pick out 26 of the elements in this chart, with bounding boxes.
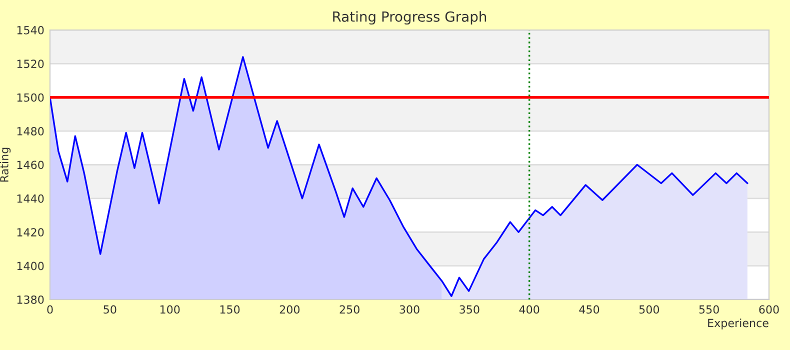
x-tick-label: 100 bbox=[160, 305, 180, 314]
x-tick-label: 0 bbox=[47, 305, 53, 314]
chart-title: Rating Progress Graph bbox=[333, 11, 486, 25]
x-tick-label: 500 bbox=[639, 305, 660, 314]
x-tick-label: 300 bbox=[400, 305, 420, 314]
x-tick-label: 600 bbox=[759, 305, 779, 314]
x-tick-label: 350 bbox=[460, 305, 480, 314]
x-tick-label: 550 bbox=[699, 305, 719, 314]
x-tick-label: 400 bbox=[519, 305, 540, 314]
y-axis-title: Rating bbox=[0, 148, 11, 182]
y-tick-label: 1540 bbox=[17, 26, 44, 34]
y-tick-label: 1460 bbox=[17, 160, 44, 170]
y-tick-label: 1380 bbox=[17, 295, 44, 304]
x-tick-label: 250 bbox=[340, 305, 360, 314]
line-series bbox=[50, 56, 748, 297]
x-tick-label: 50 bbox=[104, 305, 116, 314]
y-tick-label: 1440 bbox=[17, 194, 44, 203]
x-tick-label: 450 bbox=[579, 305, 600, 314]
y-tick-label: 1520 bbox=[17, 60, 44, 68]
y-tick-label: 1500 bbox=[17, 93, 44, 102]
x-tick-label: 200 bbox=[280, 305, 300, 314]
x-axis-title: Experience bbox=[708, 318, 768, 330]
y-tick-label: 1480 bbox=[17, 127, 44, 136]
y-tick-label: 1420 bbox=[17, 228, 44, 237]
x-tick-label: 150 bbox=[220, 305, 240, 314]
y-tick-label: 1400 bbox=[17, 262, 44, 270]
